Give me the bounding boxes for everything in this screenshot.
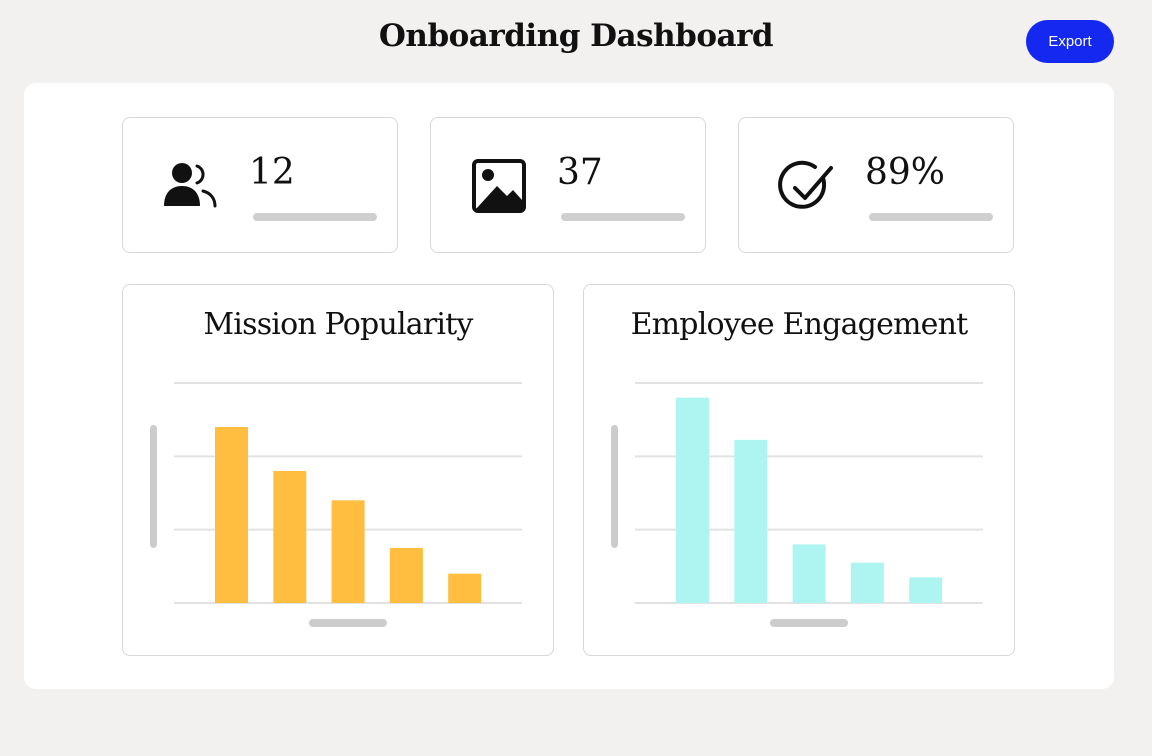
stat-card-completion: 89% [738,117,1014,253]
stat-value-completion: 89% [865,152,946,193]
stat-bar [561,213,685,221]
horizontal-scrollbar [309,619,387,627]
vertical-scrollbar [611,425,618,548]
chart-bar [331,500,365,603]
stat-card-users: 12 [122,117,398,253]
vertical-scrollbar [150,425,157,548]
chart-bar [215,427,248,603]
check-circle-icon [778,160,833,209]
page-title: Onboarding Dashboard [378,18,774,54]
stat-value-users: 12 [249,152,295,193]
chart-bar [850,562,884,603]
mission-popularity-chart [150,382,522,627]
chart-bar [389,548,423,603]
users-icon [164,163,217,208]
chart-bar [792,544,826,603]
chart-card-employee-engagement: Employee Engagement [583,284,1015,656]
chart-bar [676,397,709,603]
stat-bar [869,213,993,221]
stat-bar [253,213,377,221]
chart-bar [448,573,482,603]
export-button[interactable]: Export [1026,20,1114,63]
employee-engagement-chart [611,382,983,627]
chart-title: Mission Popularity [203,307,473,342]
dashboard-panel: 12 37 89% Mission Popularity Employee En… [24,83,1114,689]
chart-bar [273,471,307,603]
horizontal-scrollbar [770,619,848,627]
chart-card-mission-popularity: Mission Popularity [122,284,554,656]
stat-value-images: 37 [557,152,603,193]
stat-card-images: 37 [430,117,706,253]
chart-bar [734,439,768,603]
chart-title: Employee Engagement [630,307,969,342]
chart-bar [909,577,943,603]
image-icon [472,159,526,213]
